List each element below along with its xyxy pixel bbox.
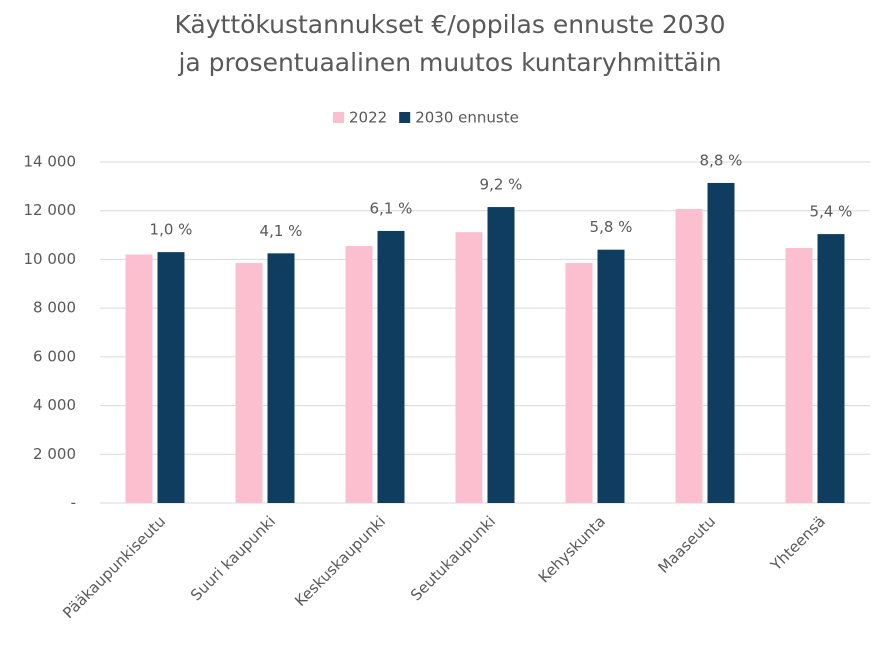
x-tick-label: Kehyskunta xyxy=(535,512,609,586)
bar xyxy=(817,234,845,503)
bar xyxy=(377,230,405,503)
legend-label: 2022 xyxy=(349,109,387,127)
bar xyxy=(675,209,703,504)
y-tick-label: 12 000 xyxy=(24,201,77,219)
bar xyxy=(235,263,263,503)
y-tick-label: - xyxy=(71,494,76,512)
chart-title: ja prosentuaalinen muutos kuntaryhmittäi… xyxy=(177,48,721,77)
chart-title: Käyttökustannukset €/oppilas ennuste 203… xyxy=(174,10,725,39)
y-tick-label: 2 000 xyxy=(33,445,76,463)
bar xyxy=(597,249,625,503)
annotation: 5,4 % xyxy=(810,203,853,221)
bar xyxy=(157,252,185,503)
bar xyxy=(455,232,483,504)
y-tick-label: 4 000 xyxy=(33,396,76,414)
annotation: 8,8 % xyxy=(700,151,743,169)
x-tick-label: Keskuskaupunki xyxy=(291,512,389,610)
x-tick-label: Yhteensä xyxy=(766,512,829,575)
annotation: 1,0 % xyxy=(150,221,193,239)
bar xyxy=(565,263,593,503)
x-tick-label: Suuri kaupunki xyxy=(187,512,279,604)
bar xyxy=(785,247,813,503)
x-tick-label: Seutukaupunki xyxy=(407,512,499,604)
bar xyxy=(345,246,373,503)
bar xyxy=(267,253,295,503)
legend-swatch xyxy=(399,112,411,123)
bar xyxy=(707,182,735,503)
y-tick-label: 10 000 xyxy=(24,250,77,268)
annotation: 6,1 % xyxy=(370,199,413,217)
x-tick-label: Pääkaupunkiseutu xyxy=(59,512,169,622)
annotation: 9,2 % xyxy=(480,176,523,194)
bar xyxy=(487,207,515,503)
bar xyxy=(125,254,153,503)
y-tick-label: 8 000 xyxy=(33,299,76,317)
legend-label: 2030 ennuste xyxy=(415,109,519,127)
annotation: 5,8 % xyxy=(590,218,633,236)
y-tick-label: 14 000 xyxy=(24,153,77,171)
annotation: 4,1 % xyxy=(260,222,303,240)
legend-swatch xyxy=(333,112,344,123)
y-tick-label: 6 000 xyxy=(33,347,76,365)
x-tick-label: Maaseutu xyxy=(654,512,719,577)
